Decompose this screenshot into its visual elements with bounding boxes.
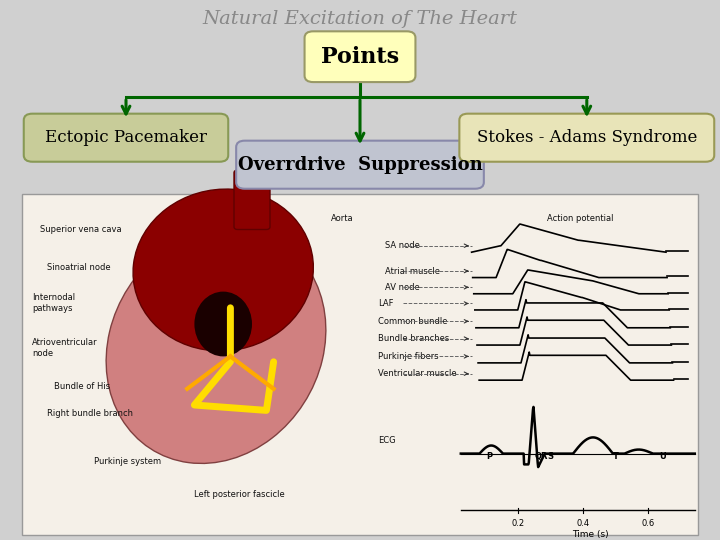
Text: 0.2: 0.2 xyxy=(512,519,525,529)
Ellipse shape xyxy=(133,189,313,351)
Text: Superior vena cava: Superior vena cava xyxy=(40,225,121,234)
FancyBboxPatch shape xyxy=(305,31,415,82)
FancyBboxPatch shape xyxy=(234,170,270,230)
Text: P: P xyxy=(487,452,492,461)
Text: Time (s): Time (s) xyxy=(572,530,608,539)
Text: Action potential: Action potential xyxy=(547,214,613,223)
Text: 0.6: 0.6 xyxy=(642,519,654,529)
Text: Bundle branches: Bundle branches xyxy=(378,334,449,343)
FancyBboxPatch shape xyxy=(236,140,484,189)
Text: Internodal: Internodal xyxy=(32,293,76,301)
Text: 0.4: 0.4 xyxy=(577,519,590,529)
Text: Bundle of His: Bundle of His xyxy=(54,382,110,390)
Ellipse shape xyxy=(106,228,326,463)
FancyBboxPatch shape xyxy=(22,194,698,535)
Text: node: node xyxy=(32,349,53,358)
Text: Q: Q xyxy=(534,452,541,461)
Ellipse shape xyxy=(194,292,252,356)
Text: AV node: AV node xyxy=(385,283,420,292)
Text: Sinoatrial node: Sinoatrial node xyxy=(47,263,110,272)
Text: R: R xyxy=(540,452,547,461)
Text: SA node: SA node xyxy=(385,241,420,250)
Text: Overrdrive  Suppression: Overrdrive Suppression xyxy=(238,156,482,174)
Text: Right bundle branch: Right bundle branch xyxy=(47,409,132,417)
Text: LAF: LAF xyxy=(378,299,394,308)
Text: ECG: ECG xyxy=(378,436,395,444)
FancyBboxPatch shape xyxy=(24,114,228,162)
Text: Natural Excitation of The Heart: Natural Excitation of The Heart xyxy=(202,10,518,28)
Text: Ectopic Pacemaker: Ectopic Pacemaker xyxy=(45,129,207,146)
Text: pathways: pathways xyxy=(32,305,73,313)
Text: Points: Points xyxy=(321,46,399,68)
Text: Ventricular muscle: Ventricular muscle xyxy=(378,369,456,378)
Text: Atrial muscle: Atrial muscle xyxy=(385,267,440,275)
Text: Stokes - Adams Syndrome: Stokes - Adams Syndrome xyxy=(477,129,697,146)
Text: T: T xyxy=(613,452,618,461)
Text: S: S xyxy=(548,452,554,461)
Text: Common bundle: Common bundle xyxy=(378,317,448,326)
Text: Purkinje system: Purkinje system xyxy=(94,457,161,466)
Text: Aorta: Aorta xyxy=(331,214,354,223)
Text: Left posterior fascicle: Left posterior fascicle xyxy=(194,490,285,498)
FancyBboxPatch shape xyxy=(459,114,714,162)
Text: Purkinje fibers: Purkinje fibers xyxy=(378,352,438,361)
Text: Atrioventricular: Atrioventricular xyxy=(32,339,98,347)
Text: U: U xyxy=(659,452,666,461)
